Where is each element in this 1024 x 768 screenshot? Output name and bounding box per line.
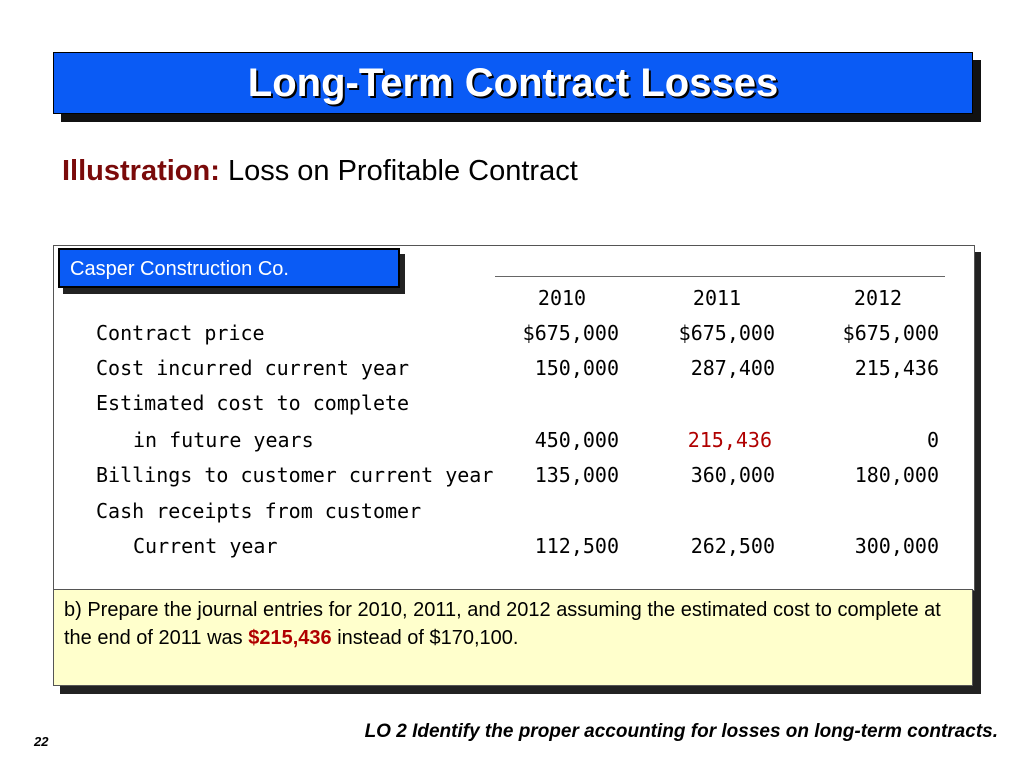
row-label: Contract price (96, 321, 265, 345)
note-text: b) Prepare the journal entries for 2010,… (64, 599, 941, 649)
row-value: 262,500 (690, 534, 775, 558)
row-value: 150,000 (534, 356, 619, 380)
row-value: $675,000 (842, 321, 939, 345)
page-number: 22 (34, 734, 49, 749)
year-header-2012: 2012 (853, 286, 903, 310)
row-value: 0 (926, 428, 939, 452)
note-text-end: instead of $170,100. (331, 627, 519, 649)
year-header-2011: 2011 (692, 286, 742, 310)
row-value: 135,000 (534, 463, 619, 487)
row-value: 287,400 (690, 356, 775, 380)
row-value: 360,000 (690, 463, 775, 487)
row-label-indented: in future years (133, 428, 314, 452)
instruction-note: b) Prepare the journal entries for 2010,… (53, 589, 973, 686)
row-value: $675,000 (678, 321, 775, 345)
row-value: 215,436 (854, 356, 939, 380)
row-value: 300,000 (854, 534, 939, 558)
subtitle-label: Illustration: (62, 155, 220, 187)
year-header-2010: 2010 (537, 286, 587, 310)
subtitle-text: Loss on Profitable Contract (227, 155, 578, 187)
data-table (53, 245, 975, 591)
learning-objective: LO 2 Identify the proper accounting for … (364, 721, 998, 742)
row-value: 180,000 (854, 463, 939, 487)
row-label: Billings to customer current year (96, 463, 494, 487)
row-value: $675,000 (522, 321, 619, 345)
company-name: Casper Construction Co. (58, 248, 400, 288)
row-value: 450,000 (534, 428, 619, 452)
row-label: Cash receipts from customer (96, 499, 422, 523)
row-value-highlighted: 215,436 (687, 428, 772, 452)
note-highlight: $215,436 (248, 627, 332, 649)
row-label-indented: Current year (133, 534, 278, 558)
row-label: Estimated cost to complete (96, 391, 410, 415)
row-value: 112,500 (534, 534, 619, 558)
slide-title: Long-Term Contract Losses (247, 60, 779, 105)
title-bar: Long-Term Contract Losses (53, 52, 973, 114)
subtitle: Illustration: Loss on Profitable Contrac… (62, 155, 578, 188)
row-label: Cost incurred current year (96, 356, 410, 380)
header-rule (495, 276, 945, 277)
